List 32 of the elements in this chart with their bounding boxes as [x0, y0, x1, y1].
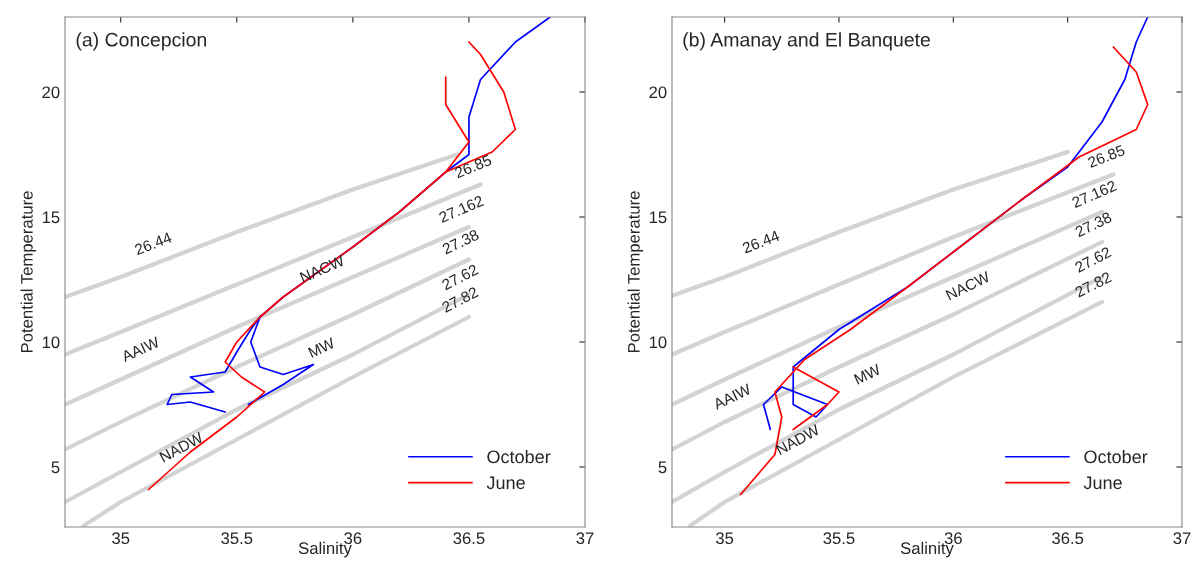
annotation: 26.85: [1087, 144, 1126, 169]
text: (a) Concepcion: [76, 32, 206, 51]
annotation: MW: [853, 363, 882, 385]
annotation: 27.38: [441, 229, 480, 255]
x-tick-label: 35.5: [221, 532, 253, 545]
y-tick-label: 10: [649, 336, 667, 349]
y-tick-label: 20: [649, 86, 667, 99]
y-axis-title: Potential Temperature: [20, 191, 37, 352]
annotation: 26.44: [741, 229, 781, 254]
annotation: 26.44: [134, 231, 173, 256]
x-tick-label: 35: [112, 532, 130, 545]
x-tick-label: 35.5: [823, 532, 855, 545]
legend-label: June: [1083, 476, 1122, 490]
annotation: 26.85: [454, 154, 493, 179]
y-tick-label: 10: [42, 336, 60, 349]
text: (b) Amanay and El Banquete: [683, 32, 930, 51]
x-tick-label: 35: [715, 532, 734, 545]
y-tick-label: 5: [51, 461, 60, 474]
y-tick-label: 15: [649, 211, 667, 224]
x-tick-label: 36.5: [453, 532, 485, 545]
annotation: MW: [307, 337, 336, 358]
y-axis-title: Potential Temperature: [627, 191, 644, 352]
y-tick-label: 15: [42, 211, 60, 224]
x-tick-label: 37: [1173, 532, 1191, 545]
legend-label: June: [486, 476, 525, 490]
x-tick-label: 37: [576, 532, 594, 545]
x-tick-label: 36.5: [1052, 532, 1084, 545]
y-tick-label: 20: [42, 86, 60, 99]
y-tick-label: 5: [658, 461, 667, 474]
legend-label: October: [487, 450, 551, 464]
legend-label: October: [1084, 450, 1148, 464]
annotation: 27.38: [1074, 211, 1113, 238]
